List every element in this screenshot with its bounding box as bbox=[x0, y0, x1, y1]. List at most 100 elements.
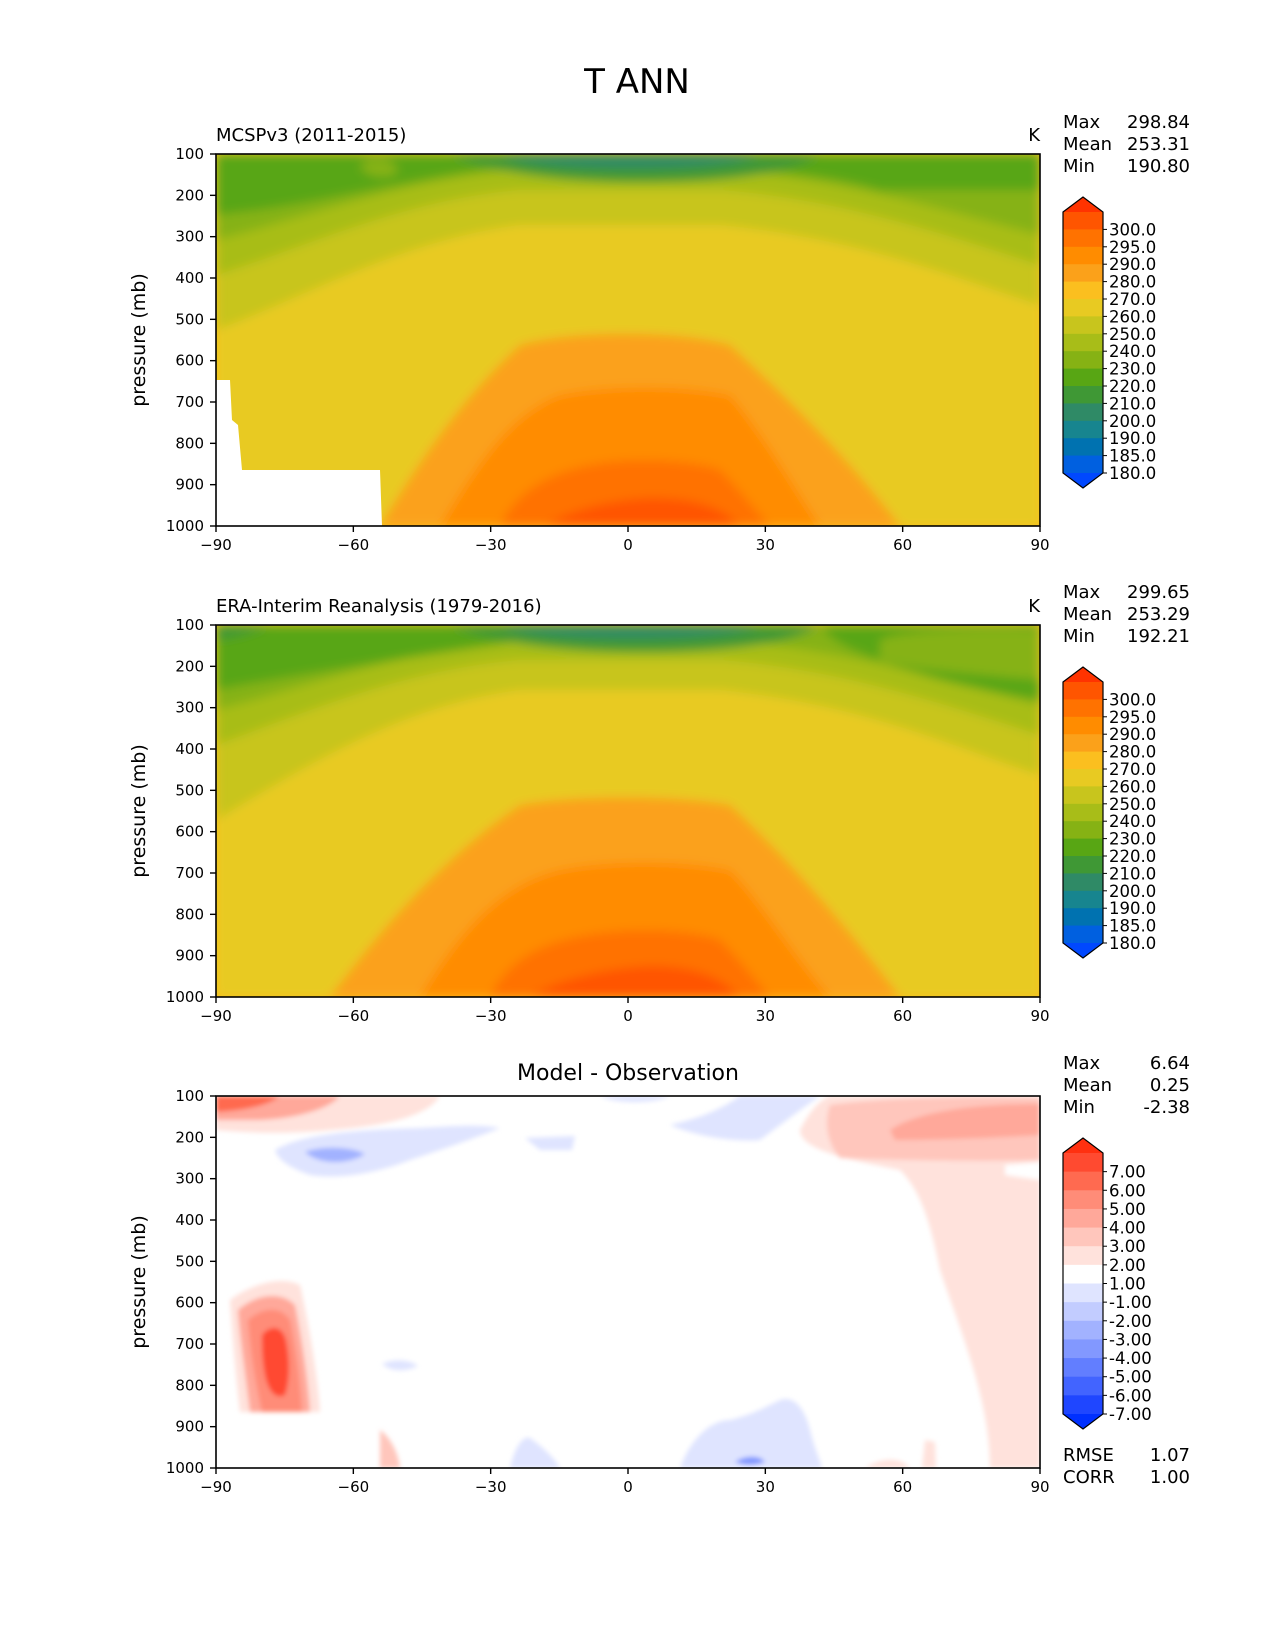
units-label: K bbox=[1028, 125, 1041, 146]
contour-band-190 bbox=[500, 625, 760, 638]
colorbar-tick-label: 220.0 bbox=[1109, 847, 1156, 866]
colorbar-segment bbox=[1063, 856, 1103, 874]
stat-label: Max bbox=[1063, 112, 1101, 133]
x-tick-label: 60 bbox=[893, 536, 912, 554]
colorbar-tick-label: -3.00 bbox=[1109, 1330, 1152, 1349]
y-tick-label: 300 bbox=[175, 699, 204, 717]
y-tick-label: 1000 bbox=[166, 517, 204, 535]
y-tick-label: 500 bbox=[175, 781, 204, 799]
colorbar-segment bbox=[1063, 1227, 1103, 1247]
contour-field-difference bbox=[216, 1096, 1040, 1468]
diff-positive-southeast bbox=[865, 1459, 910, 1468]
colorbar-segment bbox=[1063, 873, 1103, 892]
x-tick-label: −60 bbox=[338, 536, 370, 554]
stat-value: -2.38 bbox=[1143, 1097, 1190, 1118]
colorbar-tick-label: 1.00 bbox=[1109, 1275, 1146, 1294]
colorbar-segment bbox=[1063, 682, 1103, 700]
colorbar-tick-label: 190.0 bbox=[1109, 899, 1156, 918]
colorbar-tick-label: -7.00 bbox=[1109, 1405, 1152, 1424]
contour-band-295 bbox=[545, 498, 740, 526]
colorbar-tick-label: 270.0 bbox=[1109, 760, 1156, 779]
colorbar-segment bbox=[1063, 420, 1103, 439]
colorbar-segment bbox=[1063, 1358, 1103, 1378]
colorbar-segment bbox=[1063, 438, 1103, 457]
colorbar-tick-label: 180.0 bbox=[1109, 934, 1156, 953]
stat-value: 299.65 bbox=[1127, 582, 1190, 603]
colorbar-segment bbox=[1063, 734, 1103, 753]
stat-value: 6.64 bbox=[1150, 1053, 1190, 1074]
colorbar-extend-min bbox=[1063, 1414, 1103, 1429]
panel-title: ERA-Interim Reanalysis (1979-2016) bbox=[216, 596, 542, 617]
contour-warm-patch bbox=[880, 629, 1040, 680]
stat-value: 298.84 bbox=[1127, 112, 1190, 133]
colorbar-tick-label: -5.00 bbox=[1109, 1368, 1152, 1387]
colorbar-segment bbox=[1063, 908, 1103, 927]
x-tick-label: 60 bbox=[893, 1478, 912, 1496]
colorbar-tick-label: 270.0 bbox=[1109, 290, 1156, 309]
units-label: K bbox=[1028, 596, 1041, 617]
panel-difference: Model - Observation −90 −60 −30 0 30 60 90 100 2… bbox=[128, 1053, 1190, 1496]
colorbar-segment bbox=[1063, 299, 1103, 317]
colorbar-tick-label: -6.00 bbox=[1109, 1386, 1152, 1405]
x-tick-label: 30 bbox=[756, 1478, 775, 1496]
diff-negative-top bbox=[600, 1096, 670, 1102]
x-tick-label: −30 bbox=[475, 536, 507, 554]
skill-score-label: CORR bbox=[1063, 1467, 1115, 1488]
diff-positive-ne-core bbox=[890, 1104, 1040, 1140]
colorbar-tick-label: 295.0 bbox=[1109, 238, 1156, 257]
contour-warm-patch bbox=[360, 158, 398, 177]
colorbar-segment bbox=[1063, 333, 1103, 352]
colorbar-tick-label: 290.0 bbox=[1109, 255, 1156, 274]
stat-label: Mean bbox=[1063, 604, 1112, 625]
diff-positive-southeast-2 bbox=[922, 1440, 936, 1468]
colorbar-tick-label: 210.0 bbox=[1109, 394, 1156, 413]
x-tick-label: 60 bbox=[893, 1007, 912, 1025]
colorbar-segment bbox=[1063, 699, 1103, 718]
y-tick-label: 400 bbox=[175, 1211, 204, 1229]
colorbar-tick-label: 185.0 bbox=[1109, 447, 1156, 466]
diff-negative-mid bbox=[382, 1360, 418, 1371]
stat-value: 0.25 bbox=[1150, 1075, 1190, 1096]
colorbar-segment bbox=[1063, 229, 1103, 248]
colorbar-tick-label: 300.0 bbox=[1109, 220, 1156, 239]
colorbar-extend-max bbox=[1063, 667, 1103, 682]
diff-negative-southeast bbox=[680, 1399, 822, 1468]
colorbar-segment bbox=[1063, 455, 1103, 474]
y-tick-label: 100 bbox=[175, 1087, 204, 1105]
colorbar-segment bbox=[1063, 281, 1103, 300]
y-tick-label: 400 bbox=[175, 740, 204, 758]
y-tick-label: 900 bbox=[175, 1418, 204, 1436]
colorbar-segment bbox=[1063, 838, 1103, 857]
colorbar-segment bbox=[1063, 316, 1103, 335]
colorbar-segment bbox=[1063, 351, 1103, 370]
x-tick-label: 30 bbox=[756, 536, 775, 554]
y-tick-label: 200 bbox=[175, 1128, 204, 1146]
colorbar-tick-label: 210.0 bbox=[1109, 864, 1156, 883]
stat-value: 253.31 bbox=[1127, 134, 1190, 155]
y-tick-label: 600 bbox=[175, 352, 204, 370]
diff-positive-south bbox=[380, 1430, 400, 1468]
colorbar-tick-label: 3.00 bbox=[1109, 1237, 1146, 1256]
colorbar-tick-label: 5.00 bbox=[1109, 1200, 1146, 1219]
colorbar-tick-label: 250.0 bbox=[1109, 795, 1156, 814]
x-tick-label: 0 bbox=[623, 1007, 633, 1025]
diff-positive-sw-core bbox=[262, 1328, 289, 1397]
colorbar-tick-label: -1.00 bbox=[1109, 1293, 1152, 1312]
stat-label: Mean bbox=[1063, 1075, 1112, 1096]
stat-label: Max bbox=[1063, 582, 1101, 603]
colorbar-segment bbox=[1063, 821, 1103, 840]
y-tick-label: 600 bbox=[175, 1294, 204, 1312]
colorbar-segment bbox=[1063, 803, 1103, 822]
colorbar-tick-label: 240.0 bbox=[1109, 812, 1156, 831]
colorbar-tick-label: 250.0 bbox=[1109, 325, 1156, 344]
axes: −90 −60 −30 0 30 60 90 100 200 300 400 500 600 700 800… bbox=[128, 616, 1050, 1025]
y-tick-label: 1000 bbox=[166, 988, 204, 1006]
contour-band-200-edge bbox=[216, 625, 270, 640]
colorbar-tick-label: 220.0 bbox=[1109, 377, 1156, 396]
colorbar-tick-label: 260.0 bbox=[1109, 777, 1156, 796]
colorbar-tick-label: 200.0 bbox=[1109, 412, 1156, 431]
colorbar-segment bbox=[1063, 1283, 1103, 1303]
colorbar-tick-label: 2.00 bbox=[1109, 1256, 1146, 1275]
colorbar-segment bbox=[1063, 368, 1103, 387]
colorbar-tick-label: 200.0 bbox=[1109, 882, 1156, 901]
